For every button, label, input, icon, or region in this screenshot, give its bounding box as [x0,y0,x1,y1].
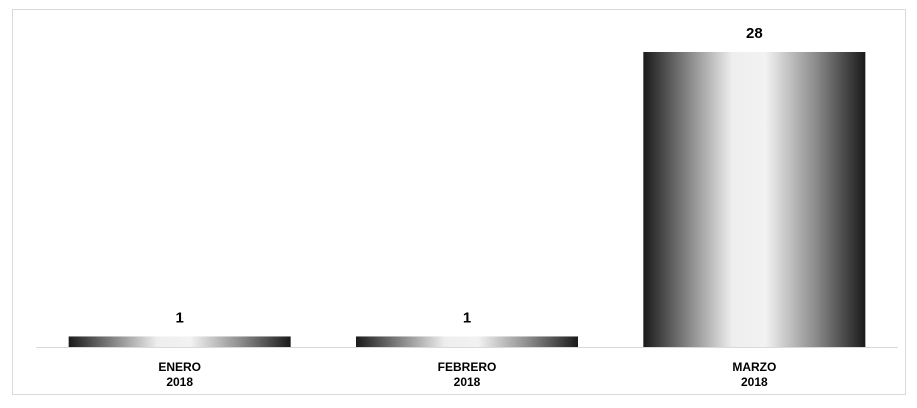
x-tick-label-year: 2018 [166,375,193,389]
x-tick-label-month: FEBRERO [438,360,497,374]
data-label: 28 [746,25,763,42]
x-tick-label-month: ENERO [158,360,201,374]
bar-enero [68,336,291,347]
data-label: 1 [463,309,471,326]
x-tick-label-year: 2018 [741,375,768,389]
bar-marzo [643,52,866,347]
bar-febrero [356,336,578,347]
x-tick-label-year: 2018 [454,375,481,389]
bars-group [68,52,866,347]
data-label: 1 [175,309,183,326]
x-tick-label-month: MARZO [732,360,776,374]
